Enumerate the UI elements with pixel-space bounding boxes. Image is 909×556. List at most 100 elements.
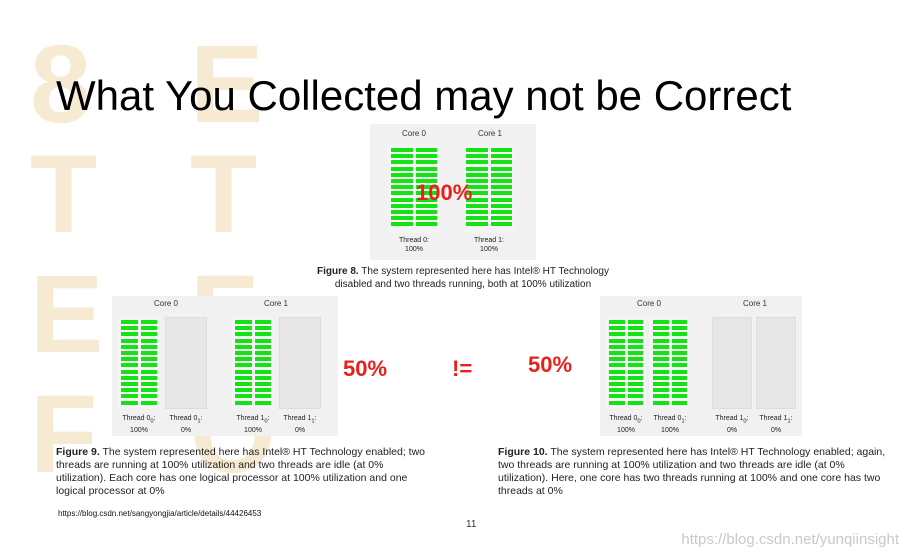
utilization-bar [627, 344, 643, 349]
utilization-bar [121, 394, 138, 399]
utilization-bar [627, 400, 643, 405]
utilization-bar [609, 351, 625, 355]
thread-value: 0% [726, 427, 738, 435]
utilization-bar [391, 203, 413, 208]
utilization-bar [466, 222, 488, 227]
utilization-bar [466, 160, 488, 165]
utilization-bar [466, 172, 488, 177]
caption-text: The system represented here has Intel® H… [56, 446, 426, 497]
utilization-bar [415, 172, 437, 177]
utilization-bar [653, 382, 669, 386]
utilization-bar [627, 332, 643, 337]
thread-name-text: Thread 0 [122, 415, 151, 422]
utilization-bar [140, 326, 157, 331]
caption-label: Figure 8. [317, 266, 359, 277]
utilization-bar [415, 154, 437, 159]
thread-subscript: 1 [197, 418, 201, 425]
utilization-bar [235, 344, 252, 349]
core-label: Core 0 [153, 299, 178, 308]
utilization-bar [609, 400, 625, 405]
utilization-bar [671, 400, 687, 405]
thread-name: Thread 1: [474, 237, 504, 244]
utilization-bar [490, 191, 512, 196]
thread-label: Thread 01: 0% [161, 414, 211, 435]
utilization-bar [415, 160, 437, 165]
utilization-bar [490, 197, 512, 202]
thread-subscript: 0 [637, 418, 641, 425]
utilization-bar [627, 326, 643, 331]
utilization-bar [609, 332, 625, 337]
thread-name: Thread 10: [715, 415, 749, 425]
thread-name-text: Thread 1 [283, 415, 312, 422]
utilization-bar [653, 326, 669, 331]
thread-value: 100% [244, 427, 262, 435]
utilization-bar [140, 351, 157, 355]
utilization-bar [391, 179, 413, 183]
thread-name: Thread 00: [122, 415, 156, 425]
utilization-bar [415, 166, 437, 171]
utilization-bar [235, 382, 252, 386]
utilization-bar [140, 344, 157, 349]
thread-name: Thread 10: [236, 415, 270, 425]
utilization-bar [671, 357, 687, 362]
utilization-bar [627, 351, 643, 355]
utilization-bar [490, 216, 512, 221]
utilization-bar [391, 222, 413, 227]
utilization-bar [466, 197, 488, 202]
utilization-bar [609, 338, 625, 343]
utilization-bar [609, 326, 625, 331]
utilization-bar [627, 363, 643, 368]
utilization-bar [235, 357, 252, 362]
utilization-bar [140, 363, 157, 368]
utilization-bar [609, 382, 625, 386]
thread-utilization-box [232, 317, 274, 409]
utilization-bar [490, 222, 512, 227]
thread-subscript: 0 [150, 418, 154, 425]
utilization-bar [391, 148, 413, 152]
utilization-bar [140, 320, 157, 324]
thread-utilization-box [279, 317, 321, 409]
utilization-bar [415, 185, 437, 190]
thread-label: Thread 00: 100% [114, 414, 164, 435]
thread-label: Thread 0: 100% [384, 236, 444, 254]
utilization-bar [121, 388, 138, 393]
thread-name-text: Thread 1 [236, 415, 265, 422]
thread-value: 0% [294, 427, 306, 435]
utilization-bar [653, 394, 669, 399]
utilization-bar [121, 382, 138, 386]
thread-utilization-box [712, 317, 752, 409]
utilization-bar [391, 197, 413, 202]
utilization-bar [466, 166, 488, 171]
utilization-bar [609, 369, 625, 374]
thread-subscript: 1 [787, 418, 791, 425]
utilization-bar [466, 210, 488, 214]
utilization-bar [627, 388, 643, 393]
utilization-bar [140, 388, 157, 393]
utilization-bar [391, 172, 413, 177]
utilization-bar [627, 320, 643, 324]
core-label: Core 1 [742, 299, 767, 308]
thread-name: Thread 00: [609, 415, 643, 425]
utilization-bar [671, 344, 687, 349]
utilization-bar [235, 400, 252, 405]
utilization-bar [391, 185, 413, 190]
utilization-bar [671, 326, 687, 331]
thread-utilization-box [388, 145, 440, 233]
thread-utilization-box [165, 317, 207, 409]
utilization-bar [627, 382, 643, 386]
thread-utilization-box [756, 317, 796, 409]
utilization-bar [121, 369, 138, 374]
utilization-bar [235, 394, 252, 399]
utilization-bar [140, 369, 157, 374]
utilization-bar [140, 332, 157, 337]
left-percentage: 50% [343, 356, 388, 381]
thread-label: Thread 01: 100% [646, 414, 694, 435]
utilization-bar [671, 388, 687, 393]
source-url: https://blog.csdn.net/sangyongjia/articl… [58, 509, 262, 518]
utilization-bar [254, 369, 271, 374]
utilization-bar [490, 185, 512, 190]
thread-value: 100% [405, 246, 423, 253]
utilization-bar [235, 338, 252, 343]
figure-10-caption: Figure 10. The system represented here h… [498, 446, 888, 498]
utilization-bar [415, 216, 437, 221]
